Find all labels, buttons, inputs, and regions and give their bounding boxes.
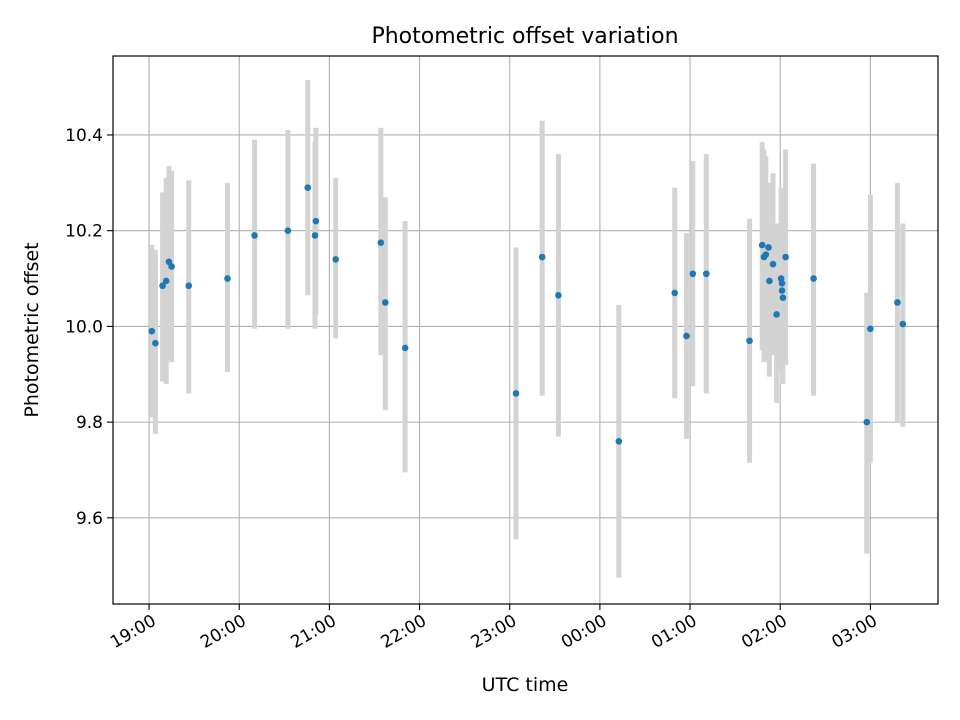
data-point [766,277,773,285]
data-point [778,280,786,287]
data-point [867,325,874,333]
data-point [899,320,907,328]
y-tick-label: 10.0 [65,317,103,337]
data-point [555,292,562,299]
data-point [148,327,156,335]
data-point [765,244,772,251]
x-axis-label: UTC time [482,674,569,696]
data-point [304,184,312,191]
data-point [162,277,170,285]
y-axis-ticks: 9.6 9.8 10.0 10.2 10.4 [65,126,113,529]
data-point [332,256,340,263]
data-point [702,270,710,278]
data-point [312,217,320,225]
data-point [894,299,901,306]
data-point [782,253,789,261]
data-point [773,311,780,318]
data-point [689,270,697,278]
y-tick-label: 9.6 [76,509,103,529]
data-point [251,232,258,239]
data-point [284,227,292,234]
data-point [159,282,166,290]
data-point [683,332,690,340]
data-point [512,390,520,397]
chart-title: Photometric offset variation [371,24,678,49]
data-point [746,337,753,345]
data-point [311,232,319,239]
data-point [671,289,679,297]
data-point [615,437,623,445]
data-point [762,251,770,258]
data-point [810,275,817,282]
y-tick-label: 10.2 [65,222,103,242]
y-tick-label: 10.4 [65,126,103,146]
data-point [401,344,409,352]
data-point [863,418,871,426]
y-tick-label: 9.8 [76,413,103,433]
data-point [381,299,389,306]
plot-frame [112,55,939,605]
data-point [168,263,175,270]
data-point [377,239,385,246]
grid-lines [113,56,938,604]
data-point [185,282,193,290]
data-point [165,258,173,266]
data-point [152,339,159,347]
data-point [758,241,766,249]
data-points [148,184,907,445]
data-point [769,260,777,268]
data-point [778,287,786,294]
data-point [538,253,546,261]
data-point [779,294,787,301]
data-point [224,275,231,282]
y-axis-label: Photometric offset [21,242,43,417]
